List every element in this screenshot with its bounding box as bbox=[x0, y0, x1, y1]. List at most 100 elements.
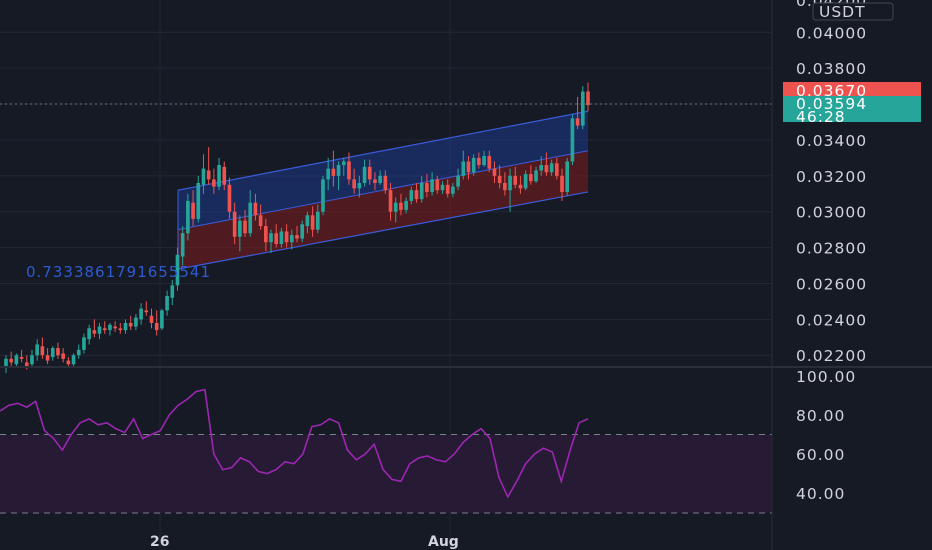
candle-body bbox=[279, 231, 284, 244]
rsi-tick-label: 100.00 bbox=[796, 368, 856, 386]
time-label-aug: Aug bbox=[428, 534, 459, 550]
candle-body bbox=[217, 165, 221, 187]
candle bbox=[492, 161, 497, 183]
candle bbox=[321, 175, 325, 216]
candle bbox=[274, 224, 279, 248]
candle-body bbox=[9, 358, 14, 363]
candle bbox=[175, 247, 180, 291]
candle-body bbox=[289, 235, 294, 243]
candle bbox=[97, 322, 102, 340]
candle-body bbox=[66, 360, 71, 365]
candle bbox=[284, 224, 289, 248]
candle bbox=[544, 152, 549, 176]
candle-body bbox=[565, 161, 570, 192]
candle bbox=[196, 175, 201, 223]
candle-body bbox=[352, 179, 356, 189]
candle bbox=[336, 161, 341, 191]
price-tick-label: 0.02600 bbox=[796, 275, 867, 293]
candle-body bbox=[331, 168, 336, 176]
candle bbox=[118, 322, 123, 334]
price-tick-label: 0.02800 bbox=[796, 240, 867, 258]
candle bbox=[289, 229, 294, 250]
last-close-tag: 0.03670 bbox=[783, 82, 921, 100]
candle-body bbox=[336, 165, 341, 176]
candle-body bbox=[357, 183, 362, 189]
candle-body bbox=[430, 179, 434, 192]
candle-body bbox=[440, 184, 445, 191]
candle-body bbox=[87, 328, 91, 340]
candle bbox=[232, 202, 237, 244]
candle bbox=[513, 166, 518, 189]
candle-body bbox=[362, 166, 367, 183]
candle bbox=[570, 114, 575, 166]
candle-body bbox=[341, 161, 346, 166]
price-tick-label: 0.04000 bbox=[796, 24, 867, 42]
candle bbox=[305, 211, 310, 234]
candle-body bbox=[492, 168, 497, 176]
candle bbox=[560, 168, 564, 201]
candle bbox=[35, 339, 39, 361]
candle bbox=[347, 152, 351, 185]
candle-body bbox=[445, 184, 450, 194]
candle bbox=[367, 159, 372, 185]
candle-body bbox=[419, 183, 424, 200]
candle-body bbox=[347, 161, 351, 180]
candle-body bbox=[393, 202, 398, 212]
candle-body bbox=[383, 175, 388, 191]
candle bbox=[425, 174, 429, 198]
candle-body bbox=[248, 202, 253, 234]
candle-body bbox=[497, 175, 502, 183]
candle bbox=[539, 156, 544, 176]
candle-body bbox=[149, 315, 154, 323]
candle-body bbox=[24, 362, 29, 366]
candle-body bbox=[61, 353, 65, 359]
rsi-pane bbox=[0, 388, 772, 514]
candle-body bbox=[456, 175, 460, 187]
candle bbox=[586, 82, 590, 112]
time-axis[interactable]: 26 Aug bbox=[150, 534, 459, 550]
price-tick-label: 0.02200 bbox=[796, 347, 867, 365]
candle bbox=[102, 321, 107, 334]
rsi-axis[interactable]: 100.00 80.00 60.00 40.00 bbox=[796, 368, 856, 503]
candle bbox=[82, 333, 86, 354]
candle-body bbox=[508, 175, 512, 191]
price-axis[interactable]: 0.04200 USDT 0.040000.038000.036000.0340… bbox=[796, 0, 894, 365]
candle bbox=[144, 301, 149, 316]
candle bbox=[575, 96, 580, 130]
candle bbox=[92, 319, 97, 338]
candle bbox=[419, 175, 424, 203]
candle-body bbox=[56, 348, 60, 356]
candle-body bbox=[4, 358, 8, 366]
candle bbox=[258, 204, 263, 230]
candle-body bbox=[212, 179, 216, 187]
candle-body bbox=[461, 161, 466, 176]
candle-body bbox=[123, 322, 128, 331]
candle-body bbox=[71, 355, 76, 365]
candle bbox=[30, 349, 34, 368]
candle-body bbox=[82, 337, 86, 350]
candle-body bbox=[570, 118, 575, 162]
candle bbox=[186, 193, 190, 241]
candle bbox=[212, 168, 216, 194]
currency-badge[interactable] bbox=[812, 2, 894, 21]
candle bbox=[264, 218, 268, 252]
candle-body bbox=[50, 348, 55, 358]
candle bbox=[518, 175, 523, 194]
candle bbox=[383, 170, 388, 194]
candle bbox=[523, 170, 528, 191]
candle bbox=[154, 310, 159, 336]
candle bbox=[243, 209, 247, 237]
candle-body bbox=[258, 215, 263, 227]
candle-body bbox=[367, 166, 372, 180]
candle-body bbox=[315, 211, 320, 230]
candle bbox=[149, 308, 154, 329]
candle-body bbox=[378, 175, 382, 183]
candle-body bbox=[128, 322, 133, 327]
candle-body bbox=[154, 322, 159, 331]
price-tick-label: 0.03800 bbox=[796, 60, 867, 78]
rsi-tick-label: 60.00 bbox=[796, 446, 845, 464]
candle bbox=[123, 319, 128, 334]
candle bbox=[248, 190, 253, 237]
candle bbox=[238, 215, 242, 252]
